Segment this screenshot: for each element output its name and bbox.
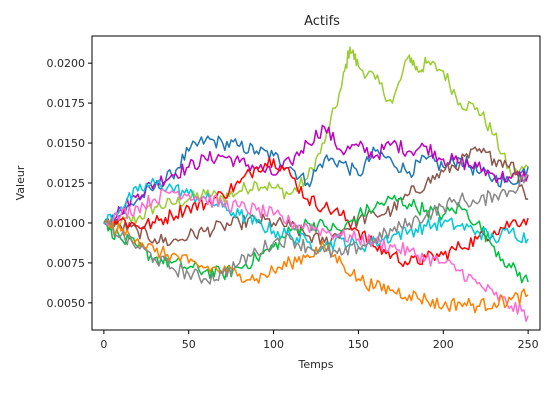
y-tick-label: 0.0075	[47, 257, 86, 270]
x-tick-label: 100	[263, 338, 284, 351]
x-tick-label: 150	[348, 338, 369, 351]
series-layer	[103, 46, 529, 323]
y-axis-label: Valeur	[14, 165, 27, 200]
series-line-8	[103, 188, 529, 323]
series-line-4	[103, 146, 529, 247]
chart-title: Actifs	[304, 14, 340, 29]
series-line-9	[103, 219, 529, 314]
x-axis-label: Temps	[297, 358, 333, 371]
x-tick-label: 250	[518, 338, 539, 351]
series-line-2	[103, 135, 529, 226]
series-line-6	[103, 194, 529, 284]
y-tick-label: 0.0175	[47, 97, 86, 110]
y-tick-label: 0.0200	[47, 57, 86, 70]
series-line-5	[103, 156, 529, 268]
x-tick-label: 50	[182, 338, 196, 351]
x-axis: 0 50 100 150 200 250	[100, 330, 539, 351]
series-line-7	[103, 177, 529, 253]
series-line-3	[103, 124, 529, 226]
y-tick-label: 0.0100	[47, 217, 86, 230]
series-line-10	[103, 174, 529, 285]
y-tick-label: 0.0125	[47, 177, 86, 190]
y-tick-label: 0.0150	[47, 137, 86, 150]
y-tick-label: 0.0050	[47, 297, 86, 310]
x-tick-label: 0	[100, 338, 107, 351]
y-axis: 0.0050 0.0075 0.0100 0.0125 0.0150 0.0175 0.02…	[47, 57, 92, 310]
x-tick-label: 200	[433, 338, 454, 351]
